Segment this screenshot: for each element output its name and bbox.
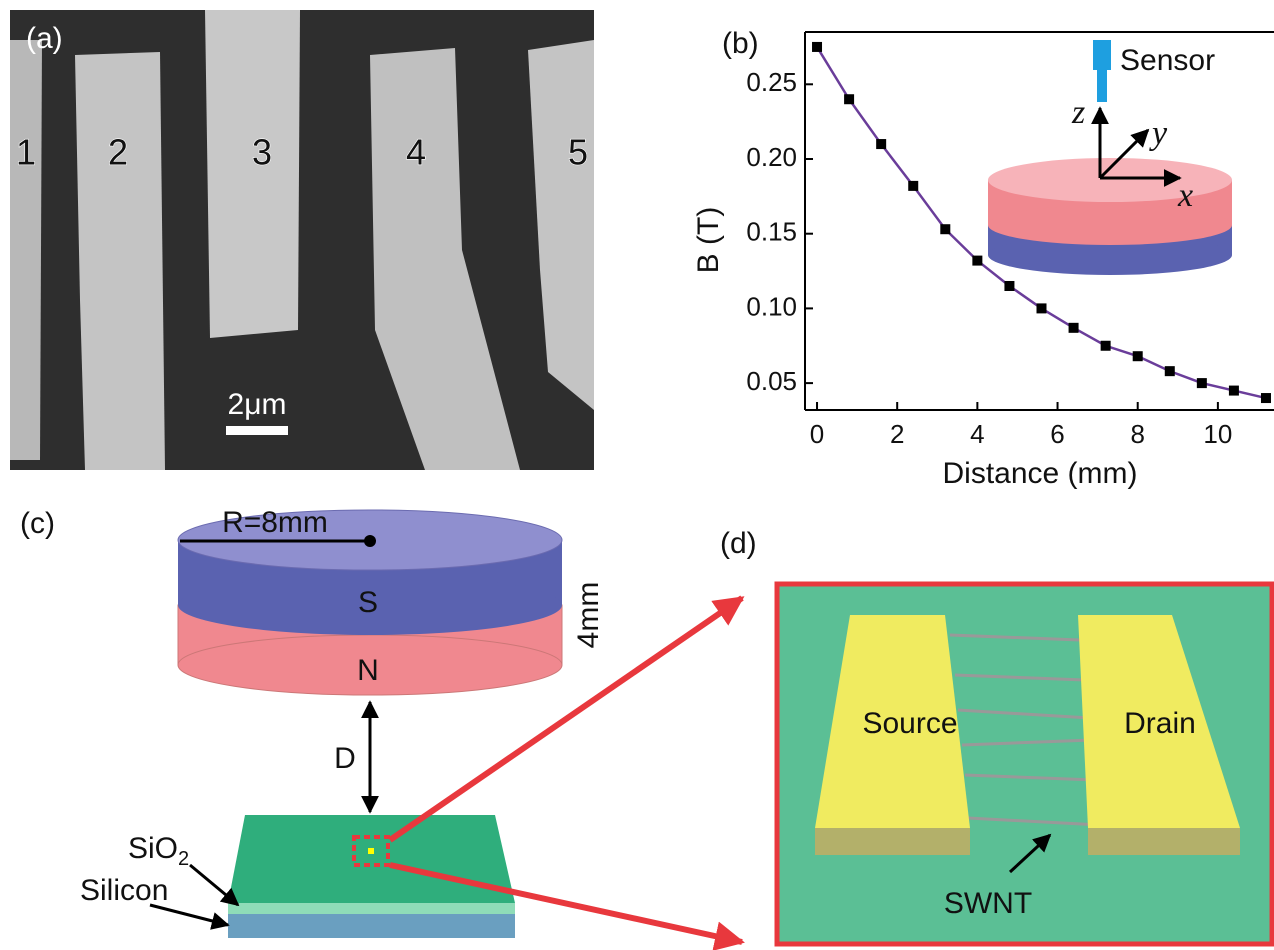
y-tick-label: 0.10 — [746, 291, 797, 321]
source-label: Source — [862, 707, 957, 740]
inset-magnet — [988, 40, 1232, 275]
substrate — [149, 595, 745, 950]
x-tick-label: 0 — [810, 419, 824, 449]
axis-z: z — [1071, 94, 1085, 131]
x-tick-label: 8 — [1130, 419, 1144, 449]
scale-bar-label: 2μm — [228, 388, 287, 421]
panel-label: (c) — [20, 507, 55, 540]
axis-x: x — [1177, 177, 1193, 214]
marker — [1260, 393, 1271, 404]
marker — [876, 139, 887, 150]
marker — [1132, 351, 1143, 362]
electrode-label: 5 — [568, 132, 588, 173]
marker — [1004, 280, 1015, 291]
distance-label: D — [334, 742, 356, 775]
y-axis-label: B (T) — [692, 207, 725, 274]
electrode-label: 2 — [108, 132, 128, 173]
y-tick-label: 0.15 — [746, 217, 797, 247]
marker — [1068, 322, 1079, 333]
electrode-label: 1 — [16, 132, 36, 173]
panel-label: (a) — [26, 22, 63, 55]
panel-label: (d) — [720, 527, 757, 560]
marker — [1036, 303, 1047, 314]
marker — [972, 255, 983, 266]
marker — [908, 180, 919, 191]
radius-label: R=8mm — [222, 506, 328, 539]
x-tick-label: 4 — [970, 419, 984, 449]
electrode-label: 3 — [252, 132, 272, 173]
substrate-label: Silicon — [80, 874, 168, 907]
x-tick-label: 2 — [890, 419, 904, 449]
electrode-label: 4 — [406, 132, 426, 173]
x-tick-label: 10 — [1203, 419, 1232, 449]
marker — [1100, 340, 1111, 351]
y-tick-label: 0.05 — [746, 366, 797, 396]
marker — [1164, 366, 1175, 377]
marker — [844, 94, 855, 105]
tube-label: SWNT — [944, 887, 1032, 920]
y-tick-label: 0.25 — [746, 67, 797, 97]
x-tick-label: 6 — [1050, 419, 1064, 449]
magnet — [177, 509, 563, 814]
thickness-label: 4mm — [572, 582, 605, 649]
sem-image — [10, 10, 594, 470]
marker — [1196, 378, 1207, 389]
marker — [1228, 385, 1239, 396]
panel-label: (b) — [722, 27, 759, 60]
oxide-label: SiO2 — [128, 832, 189, 870]
marker — [940, 224, 951, 235]
north-label: N — [357, 654, 379, 687]
y-tick-label: 0.20 — [746, 142, 797, 172]
device — [774, 581, 1274, 947]
south-label: S — [358, 586, 378, 619]
marker — [812, 41, 823, 52]
sensor-label: Sensor — [1120, 44, 1215, 77]
x-axis-label: Distance (mm) — [942, 457, 1137, 490]
drain-label: Drain — [1124, 707, 1196, 740]
axis-y: y — [1149, 115, 1168, 152]
